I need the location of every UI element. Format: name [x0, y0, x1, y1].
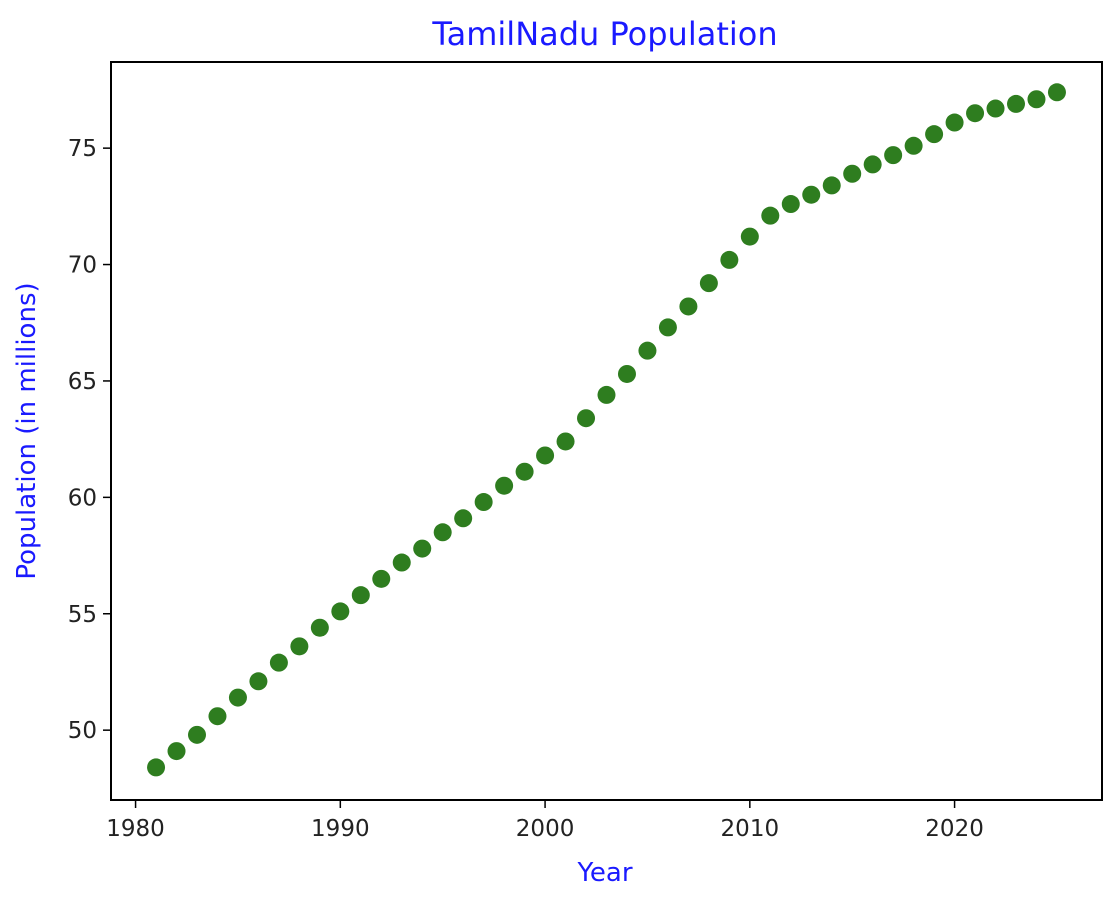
- chart-title: TamilNadu Population: [431, 15, 777, 53]
- x-axis-ticks: 1980 1990 2000 2010 2020: [106, 800, 984, 842]
- data-point: [638, 341, 657, 360]
- data-point: [925, 125, 944, 144]
- data-point: [1027, 90, 1046, 109]
- y-tick-label: 55: [68, 602, 97, 628]
- data-point: [372, 569, 391, 588]
- data-point: [884, 146, 903, 165]
- data-point: [413, 539, 432, 558]
- data-point: [843, 164, 862, 183]
- data-point: [290, 637, 309, 656]
- data-point: [597, 385, 616, 404]
- y-axis-label: Population (in millions): [12, 282, 42, 579]
- data-point: [802, 185, 821, 204]
- data-point: [433, 523, 452, 542]
- data-point: [351, 586, 370, 605]
- data-point: [904, 136, 923, 155]
- data-point: [822, 176, 841, 195]
- data-point: [863, 155, 882, 174]
- y-tick-label: 65: [68, 369, 97, 395]
- data-point: [474, 493, 493, 512]
- x-axis-label: Year: [576, 858, 632, 888]
- data-point: [699, 274, 718, 293]
- y-tick-label: 75: [68, 136, 97, 162]
- data-point: [761, 206, 780, 225]
- y-axis-ticks: 50 55 60 65 70 75: [68, 136, 111, 744]
- data-point: [556, 432, 575, 451]
- x-tick-label: 2010: [721, 816, 780, 842]
- data-point: [617, 364, 636, 383]
- x-tick-label: 1990: [311, 816, 370, 842]
- data-point: [208, 707, 227, 726]
- data-point: [658, 318, 677, 337]
- data-point: [1007, 94, 1026, 113]
- data-point: [249, 672, 268, 691]
- data-point: [187, 725, 206, 744]
- y-tick-label: 60: [68, 485, 97, 511]
- y-tick-label: 70: [68, 253, 97, 279]
- plot-frame: [110, 61, 1103, 801]
- data-point: [147, 758, 166, 777]
- data-point: [536, 446, 555, 465]
- data-point: [986, 99, 1005, 118]
- data-point: [577, 409, 596, 428]
- data-point: [945, 113, 964, 132]
- y-tick-label: 50: [68, 718, 97, 744]
- data-point: [515, 462, 534, 481]
- data-point: [1047, 83, 1066, 102]
- data-point: [331, 602, 350, 621]
- plot-area: 1980 1990 2000 2010 2020 50 55 60 65 70 75: [68, 61, 1103, 842]
- x-tick-label: 2000: [516, 816, 575, 842]
- data-points: [147, 83, 1066, 777]
- data-point: [167, 742, 186, 761]
- data-point: [966, 104, 985, 123]
- data-point: [310, 618, 329, 637]
- data-point: [740, 227, 759, 246]
- data-point: [679, 297, 698, 316]
- x-tick-label: 1980: [106, 816, 165, 842]
- data-point: [392, 553, 411, 572]
- data-point: [781, 195, 800, 214]
- data-point: [454, 509, 473, 528]
- data-point: [495, 476, 514, 495]
- data-point: [228, 688, 247, 707]
- data-point: [720, 250, 739, 269]
- data-point: [269, 653, 288, 672]
- x-tick-label: 2020: [925, 816, 984, 842]
